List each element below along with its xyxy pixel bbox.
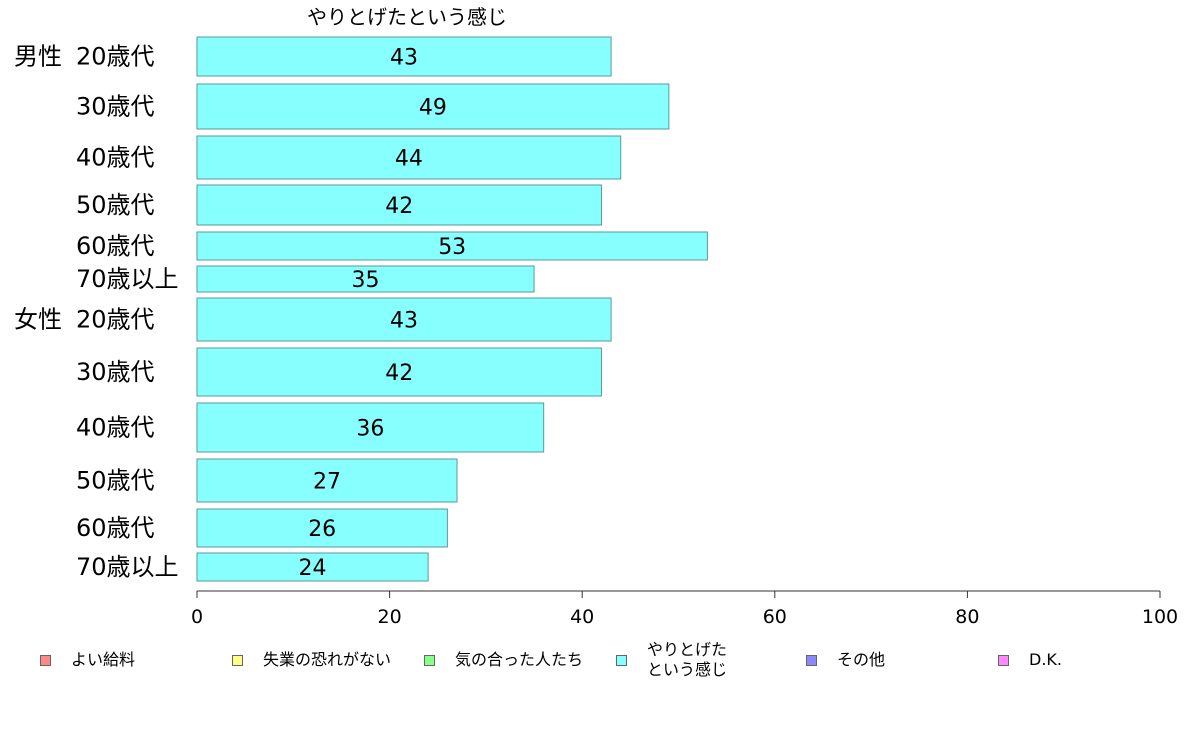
chart-title: やりとげたという感じ bbox=[307, 5, 507, 29]
x-axis: 0 20 40 60 80 100 bbox=[191, 590, 1178, 628]
x-tick-label: 0 bbox=[191, 606, 203, 628]
category-label: 30歳代 bbox=[76, 93, 155, 121]
legend-label: やりとげた という感じ bbox=[647, 640, 728, 679]
category-label: 60歳代 bbox=[76, 514, 155, 542]
bar bbox=[196, 347, 602, 397]
x-tick-label: 40 bbox=[570, 606, 594, 628]
bar-value-label: 43 bbox=[390, 46, 418, 71]
x-tick-label: 20 bbox=[378, 606, 402, 628]
legend-label: D.K. bbox=[1029, 650, 1062, 669]
legend-label: よい給料 bbox=[71, 650, 136, 669]
bar-value-label: 44 bbox=[395, 147, 423, 172]
category-label: 50歳代 bbox=[76, 191, 155, 219]
bar-value-label: 24 bbox=[299, 556, 327, 581]
legend-swatch bbox=[616, 655, 627, 666]
legend-swatch bbox=[806, 655, 817, 666]
category-label: 20歳代 bbox=[76, 43, 155, 71]
legend-label: その他 bbox=[837, 650, 886, 669]
bar-value-label: 35 bbox=[352, 268, 380, 293]
bar-value-label: 43 bbox=[390, 309, 418, 334]
bar bbox=[196, 552, 429, 582]
legend-swatch bbox=[998, 655, 1009, 666]
bar bbox=[196, 297, 612, 342]
legend-swatch bbox=[424, 655, 435, 666]
bar-value-label: 36 bbox=[356, 417, 384, 442]
y-labels-layer: 20歳代男性30歳代40歳代50歳代60歳代70歳以上20歳代女性30歳代40歳… bbox=[14, 43, 179, 582]
legend-item: よい給料 bbox=[40, 640, 135, 670]
group-label: 女性 bbox=[14, 306, 62, 334]
category-label: 20歳代 bbox=[76, 306, 155, 334]
category-label: 40歳代 bbox=[76, 414, 155, 442]
group-label: 男性 bbox=[14, 43, 62, 71]
bar-value-label: 42 bbox=[385, 194, 413, 219]
x-tick-label: 100 bbox=[1142, 606, 1178, 628]
legend-item: やりとげた という感じ bbox=[616, 640, 727, 680]
category-label: 70歳以上 bbox=[76, 553, 179, 581]
bar-value-label: 49 bbox=[419, 96, 447, 121]
bar-value-label: 27 bbox=[313, 470, 341, 495]
bar-value-label: 26 bbox=[308, 517, 336, 542]
legend-label: 気の合った人たち bbox=[455, 650, 584, 669]
legend-item: 気の合った人たち bbox=[424, 640, 583, 670]
category-label: 60歳代 bbox=[76, 232, 155, 260]
bar bbox=[196, 265, 535, 293]
bar bbox=[196, 184, 602, 226]
bar bbox=[196, 36, 612, 77]
bar-value-label: 42 bbox=[385, 361, 413, 386]
legend-item: D.K. bbox=[998, 640, 1062, 670]
bar bbox=[196, 402, 545, 453]
category-label: 30歳代 bbox=[76, 358, 155, 386]
bar bbox=[196, 231, 708, 261]
category-label: 50歳代 bbox=[76, 467, 155, 495]
category-label: 70歳以上 bbox=[76, 265, 179, 293]
x-tick-label: 60 bbox=[763, 606, 787, 628]
legend-swatch bbox=[40, 655, 51, 666]
legend-label: 失業の恐れがない bbox=[263, 650, 392, 669]
bar-value-label: 53 bbox=[438, 235, 466, 260]
bar bbox=[196, 458, 458, 503]
bar bbox=[196, 83, 670, 130]
bar bbox=[196, 508, 448, 548]
category-label: 40歳代 bbox=[76, 144, 155, 172]
legend: よい給料 失業の恐れがない 気の合った人たち やりとげた という感じ その他 D.K. bbox=[0, 640, 1188, 690]
legend-item: その他 bbox=[806, 640, 885, 670]
legend-item: 失業の恐れがない bbox=[232, 640, 391, 670]
x-tick-label: 80 bbox=[955, 606, 979, 628]
legend-swatch bbox=[232, 655, 243, 666]
bar bbox=[196, 135, 622, 180]
